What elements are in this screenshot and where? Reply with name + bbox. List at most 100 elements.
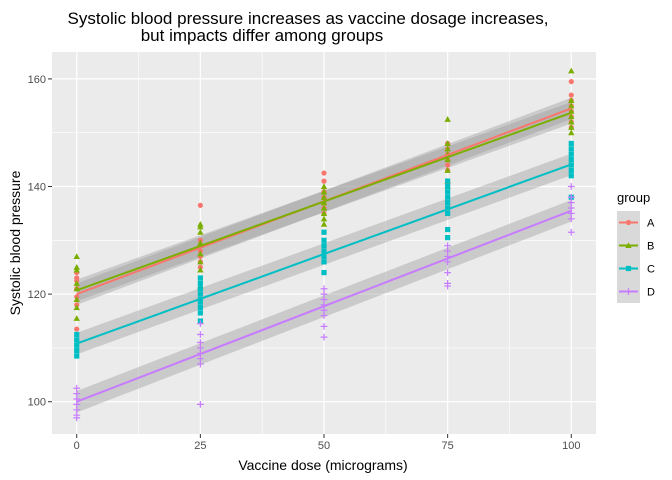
point-B bbox=[568, 129, 575, 136]
point-C bbox=[568, 173, 574, 179]
point-A bbox=[321, 178, 327, 184]
point-B bbox=[197, 266, 204, 273]
point-B bbox=[320, 204, 328, 211]
point-C bbox=[197, 286, 203, 292]
point-B bbox=[197, 258, 204, 265]
fit-line-D bbox=[76, 209, 572, 403]
legend-label-B: B bbox=[647, 241, 654, 253]
point-C bbox=[568, 140, 574, 147]
point-C bbox=[445, 210, 451, 217]
point-A bbox=[197, 202, 203, 208]
point-D bbox=[320, 285, 328, 293]
point-D bbox=[567, 193, 575, 201]
point-B bbox=[568, 124, 575, 130]
point-B bbox=[568, 107, 575, 114]
point-C bbox=[568, 167, 574, 173]
point-B bbox=[197, 229, 204, 235]
point-B bbox=[568, 118, 575, 125]
point-C bbox=[445, 178, 451, 184]
y-axis: 100 120 140 160 bbox=[28, 74, 52, 409]
point-C bbox=[74, 337, 80, 343]
point-D bbox=[73, 384, 81, 392]
chart-title-line-2: but impacts differ among groups bbox=[141, 26, 384, 45]
point-C bbox=[74, 342, 80, 348]
x-axis: 0 25 50 75 100 bbox=[74, 434, 580, 452]
point-C bbox=[321, 229, 327, 235]
legend-title: group bbox=[617, 190, 650, 205]
point-C bbox=[445, 189, 451, 195]
point-B bbox=[444, 145, 451, 152]
point-B bbox=[320, 215, 328, 222]
point-A bbox=[445, 162, 451, 168]
point-C bbox=[74, 353, 80, 359]
point-A bbox=[74, 326, 80, 332]
point-C bbox=[197, 280, 203, 286]
grid bbox=[52, 52, 596, 434]
point-C bbox=[445, 235, 451, 241]
x-tick-label: 100 bbox=[562, 440, 580, 452]
point-C bbox=[445, 205, 451, 211]
point-C bbox=[445, 183, 451, 190]
point-B bbox=[568, 97, 575, 103]
point-C bbox=[445, 226, 451, 233]
point-B bbox=[320, 210, 328, 216]
point-C bbox=[568, 157, 574, 163]
chart-title-line-1: Systolic blood pressure increases as vac… bbox=[68, 9, 549, 28]
point-C bbox=[445, 194, 451, 200]
legend-key-marker-B bbox=[625, 242, 632, 249]
point-B bbox=[320, 220, 328, 227]
point-B bbox=[444, 156, 451, 163]
point-B bbox=[197, 239, 204, 246]
fit-lines bbox=[76, 107, 572, 403]
point-B bbox=[320, 183, 328, 190]
point-C bbox=[197, 310, 203, 316]
point-A bbox=[568, 92, 574, 98]
y-tick-label: 120 bbox=[28, 289, 46, 301]
point-D bbox=[320, 333, 328, 341]
fit-line-B bbox=[76, 111, 572, 292]
point-B bbox=[568, 67, 575, 74]
point-C bbox=[321, 248, 327, 254]
point-D bbox=[196, 339, 204, 346]
point-C bbox=[197, 275, 203, 281]
point-C bbox=[321, 243, 327, 249]
legend-label-C: C bbox=[647, 264, 655, 276]
point-A bbox=[74, 275, 80, 281]
point-C bbox=[568, 151, 574, 157]
point-C bbox=[197, 304, 203, 311]
y-axis-title: Systolic blood pressure bbox=[7, 170, 23, 315]
point-B bbox=[444, 140, 451, 147]
point-D bbox=[196, 331, 204, 338]
point-B bbox=[568, 102, 575, 109]
point-D bbox=[444, 242, 452, 250]
point-B bbox=[568, 113, 575, 120]
point-B bbox=[73, 253, 80, 260]
y-tick-label: 140 bbox=[28, 182, 46, 194]
point-B bbox=[444, 116, 451, 122]
x-tick-label: 50 bbox=[318, 440, 330, 452]
point-D bbox=[320, 322, 328, 330]
point-B bbox=[444, 167, 451, 173]
point-C bbox=[321, 259, 327, 265]
y-tick-label: 100 bbox=[28, 397, 46, 409]
point-D bbox=[196, 320, 204, 328]
point-B bbox=[320, 188, 328, 195]
point-C bbox=[321, 237, 327, 243]
point-A bbox=[321, 170, 327, 176]
point-D bbox=[444, 279, 452, 287]
y-tick-label: 160 bbox=[28, 74, 46, 86]
fit-line-C bbox=[76, 163, 572, 345]
x-axis-title: Vaccine dose (micrograms) bbox=[238, 457, 407, 473]
point-D bbox=[444, 269, 452, 276]
legend-label-D: D bbox=[647, 287, 655, 299]
point-B bbox=[73, 280, 80, 286]
point-C bbox=[197, 291, 203, 297]
point-B bbox=[320, 194, 328, 200]
point-C bbox=[74, 331, 80, 338]
x-tick-label: 75 bbox=[442, 440, 454, 452]
point-B bbox=[197, 220, 204, 227]
point-B bbox=[197, 250, 204, 257]
x-tick-label: 25 bbox=[194, 440, 206, 452]
